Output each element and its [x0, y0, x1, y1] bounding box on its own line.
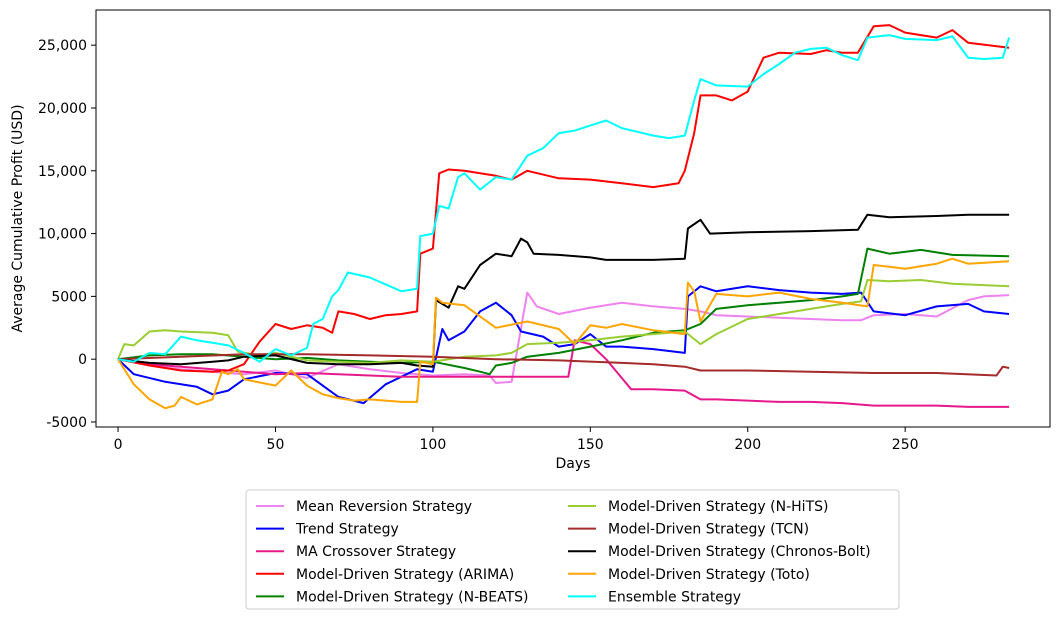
- y-tick-label: 20,000: [38, 101, 87, 117]
- legend-label: Model-Driven Strategy (N-BEATS): [296, 589, 529, 605]
- y-tick-label: 10,000: [38, 227, 87, 243]
- legend-label: MA Crossover Strategy: [296, 544, 456, 560]
- y-tick-label: 0: [78, 352, 87, 368]
- series-line-8: [117, 213, 1010, 368]
- y-axis-label: Average Cumulative Profit (USD): [10, 104, 26, 332]
- y-tick-label: 25,000: [38, 38, 87, 54]
- y-axis: -5000 0 5000 10,000 15,000 20,000 25,000: [38, 38, 96, 431]
- y-tick-label: -5000: [46, 415, 87, 431]
- series-line-2: [117, 285, 1010, 405]
- plot-frame: [95, 9, 1051, 428]
- series-layer: [117, 24, 1011, 410]
- series-line-1: [117, 291, 1010, 384]
- legend-label: Model-Driven Strategy (Chronos-Bolt): [608, 544, 871, 560]
- x-tick-label: 150: [577, 437, 604, 453]
- x-tick-label: 250: [892, 437, 919, 453]
- y-tick-label: 15,000: [38, 164, 87, 180]
- legend-box: [245, 489, 900, 610]
- legend-label: Ensemble Strategy: [608, 589, 741, 605]
- series-line-10: [117, 34, 1011, 363]
- x-tick-label: 100: [420, 437, 447, 453]
- x-tick-label: 50: [267, 437, 285, 453]
- legend-label: Model-Driven Strategy (TCN): [608, 522, 809, 538]
- legend: Mean Reversion Strategy Trend Strategy MA …: [245, 489, 900, 610]
- x-axis: 0 50 100 150 200 250: [114, 427, 919, 453]
- legend-label: Model-Driven Strategy (Toto): [608, 567, 810, 583]
- legend-label: Trend Strategy: [295, 522, 399, 538]
- series-line-3: [117, 339, 1010, 408]
- series-line-7: [117, 353, 1010, 377]
- series-line-6: [117, 279, 1010, 364]
- x-tick-label: 0: [114, 437, 123, 453]
- legend-label: Model-Driven Strategy (N-HiTS): [608, 499, 828, 515]
- legend-label: Mean Reversion Strategy: [296, 499, 472, 515]
- x-tick-label: 200: [734, 437, 761, 453]
- legend-label: Model-Driven Strategy (ARIMA): [296, 567, 514, 583]
- series-line-4: [117, 24, 1010, 373]
- y-tick-label: 5000: [51, 289, 87, 305]
- x-axis-label: Days: [556, 456, 591, 472]
- series-line-9: [117, 257, 1010, 410]
